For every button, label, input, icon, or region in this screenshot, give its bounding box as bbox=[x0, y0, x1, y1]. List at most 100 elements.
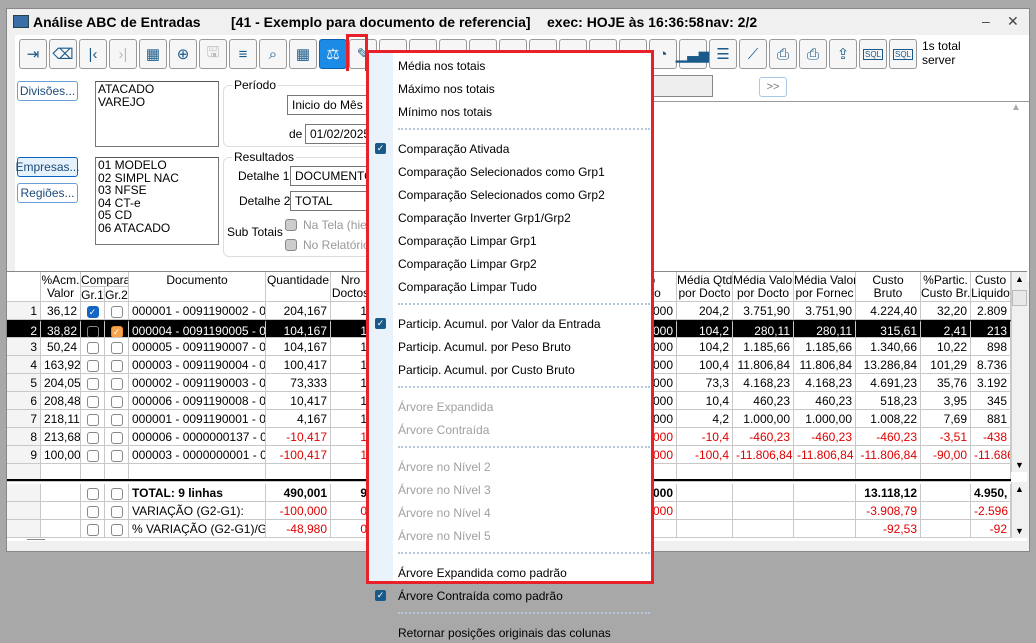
group1-checkbox[interactable] bbox=[86, 395, 99, 408]
menu-item[interactable]: Particip. Acumul. por Peso Bruto bbox=[398, 340, 571, 354]
calendar-button[interactable]: ▦ bbox=[289, 39, 317, 69]
group1-checkbox[interactable] bbox=[86, 341, 99, 354]
cell-g2[interactable] bbox=[105, 338, 129, 356]
list-item[interactable]: 02 SIMPL NAC bbox=[98, 170, 179, 185]
save-button[interactable]: 🖫 bbox=[199, 39, 227, 69]
column-header-media_qtd[interactable]: Média Qtd por Docto bbox=[677, 272, 733, 302]
list-item[interactable]: ATACADO bbox=[98, 82, 155, 96]
menu-item[interactable]: Comparação Selecionados como Grp1 bbox=[398, 165, 605, 179]
column-header-partic[interactable]: %Partic. Custo Br. bbox=[921, 272, 971, 302]
cell-g2[interactable] bbox=[105, 428, 129, 446]
de-date-input[interactable]: 01/02/2025 bbox=[305, 124, 377, 144]
menu-item[interactable]: Comparação Limpar Grp1 bbox=[398, 234, 537, 248]
cell-g2[interactable] bbox=[105, 446, 129, 464]
balance-button[interactable]: ⚖ bbox=[319, 39, 347, 69]
group1-checkbox[interactable] bbox=[86, 523, 99, 536]
scroll-down-icon[interactable]: ▼ bbox=[1015, 460, 1024, 470]
cell-g2[interactable] bbox=[105, 520, 129, 538]
menu-item[interactable]: Comparação Ativada bbox=[398, 142, 510, 156]
cell-g1[interactable] bbox=[81, 502, 105, 520]
cell-g1[interactable] bbox=[81, 520, 105, 538]
group1-checkbox[interactable] bbox=[86, 359, 99, 372]
menu-item[interactable]: Comparação Limpar Grp2 bbox=[398, 257, 537, 271]
cell-g1[interactable] bbox=[81, 446, 105, 464]
group1-checkbox[interactable] bbox=[86, 413, 99, 426]
list-item[interactable]: 03 NFSE bbox=[98, 183, 147, 197]
cell-g2[interactable] bbox=[105, 356, 129, 374]
cell-g1[interactable] bbox=[81, 374, 105, 392]
list-item[interactable]: 05 CD bbox=[98, 208, 133, 222]
group2-checkbox[interactable] bbox=[110, 523, 123, 536]
group1-checkbox[interactable] bbox=[86, 487, 99, 500]
column-header-comparar[interactable]: Comparar bbox=[81, 272, 129, 287]
cell-g2[interactable] bbox=[105, 392, 129, 410]
group2-checkbox[interactable] bbox=[110, 487, 123, 500]
group2-checkbox[interactable] bbox=[110, 413, 123, 426]
cell-g1[interactable] bbox=[81, 464, 105, 482]
cell-g2[interactable] bbox=[105, 502, 129, 520]
group2-checkbox[interactable] bbox=[110, 505, 123, 518]
menu-item[interactable]: Comparação Selecionados como Grp2 bbox=[398, 188, 605, 202]
menu-item[interactable]: Mínimo nos totais bbox=[398, 105, 493, 119]
cell-g2[interactable] bbox=[105, 374, 129, 392]
export-button[interactable]: ⇪ bbox=[829, 39, 857, 69]
scroll-down-icon[interactable]: ▼ bbox=[1015, 526, 1024, 536]
group2-checkbox[interactable] bbox=[110, 305, 123, 318]
cell-g2[interactable]: ✓ bbox=[105, 320, 129, 338]
cell-g1[interactable]: ✓ bbox=[81, 302, 105, 320]
group1-checkbox[interactable] bbox=[86, 505, 99, 518]
menu-item[interactable]: Média nos totais bbox=[398, 59, 486, 73]
last-button[interactable]: ›| bbox=[109, 39, 137, 69]
group1-checkbox[interactable] bbox=[86, 377, 99, 390]
print-button[interactable]: ⎙ bbox=[769, 39, 797, 69]
na-tela-checkbox[interactable] bbox=[285, 219, 297, 231]
detalhe1-select[interactable]: DOCUMENTO bbox=[290, 166, 376, 186]
exit-button[interactable]: ⇥ bbox=[19, 39, 47, 69]
cell-g1[interactable] bbox=[81, 484, 105, 502]
list-item[interactable]: 04 CT-e bbox=[98, 195, 141, 210]
regioes-button[interactable]: Regiões... bbox=[17, 183, 78, 203]
cell-g2[interactable] bbox=[105, 484, 129, 502]
eraser-button[interactable]: ⌫ bbox=[49, 39, 77, 69]
group2-checkbox[interactable] bbox=[110, 359, 123, 372]
cell-g1[interactable] bbox=[81, 410, 105, 428]
group2-checkbox[interactable] bbox=[110, 395, 123, 408]
column-header-acm[interactable]: %Acm. Valor bbox=[41, 272, 81, 302]
close-button[interactable]: ✕ bbox=[1007, 13, 1019, 29]
empresas-list[interactable]: 01 MODELO 02 SIMPL NAC 03 NFSE 04 CT-e 0… bbox=[95, 157, 219, 245]
menu-item[interactable]: Comparação Limpar Tudo bbox=[398, 280, 537, 294]
menu-item[interactable]: Particip. Acumul. por Valor da Entrada bbox=[398, 317, 601, 331]
scroll-thumb[interactable] bbox=[1012, 290, 1027, 306]
cell-g1[interactable] bbox=[81, 356, 105, 374]
column-header-media_fornec[interactable]: Média Valor por Fornec bbox=[794, 272, 856, 302]
cell-g2[interactable] bbox=[105, 410, 129, 428]
list-item[interactable]: 01 MODELO bbox=[98, 158, 167, 172]
column-header-custo_bruto[interactable]: Custo Bruto bbox=[856, 272, 921, 302]
cell-g1[interactable] bbox=[81, 392, 105, 410]
divisoes-list[interactable]: ATACADO VAREJO bbox=[95, 81, 219, 147]
add-button[interactable]: ⊕ bbox=[169, 39, 197, 69]
horizontal-bar-button[interactable]: ☰ bbox=[709, 39, 737, 69]
cell-g1[interactable] bbox=[81, 428, 105, 446]
group1-checkbox[interactable] bbox=[86, 449, 99, 462]
periodo-select[interactable]: Inicio do Mês at bbox=[287, 95, 377, 115]
menu-item[interactable]: Máximo nos totais bbox=[398, 82, 495, 96]
cell-g1[interactable] bbox=[81, 320, 105, 338]
group2-checkbox[interactable]: ✓ bbox=[110, 325, 123, 337]
group1-checkbox[interactable] bbox=[86, 431, 99, 444]
vertical-scrollbar[interactable]: ▲ ▼ bbox=[1011, 272, 1027, 472]
print-setup-button[interactable]: ⎙ bbox=[799, 39, 827, 69]
column-header-media_valor[interactable]: Média Valor por Docto bbox=[733, 272, 794, 302]
column-header-rownum[interactable] bbox=[7, 272, 41, 302]
group2-checkbox[interactable] bbox=[110, 449, 123, 462]
search-button[interactable]: ⌕ bbox=[259, 39, 287, 69]
column-header-gr1[interactable]: Gr.1 bbox=[81, 287, 105, 302]
menu-item[interactable]: Árvore Contraída como padrão bbox=[398, 589, 563, 603]
column-header-custo_liq[interactable]: Custo Liquido bbox=[971, 272, 1011, 302]
scroll-up-icon[interactable]: ▲ bbox=[1011, 102, 1021, 113]
first-button[interactable]: |‹ bbox=[79, 39, 107, 69]
scroll-up-icon[interactable]: ▲ bbox=[1015, 484, 1024, 494]
no-relatorio-checkbox[interactable] bbox=[285, 239, 297, 251]
group2-checkbox[interactable] bbox=[110, 377, 123, 390]
list-item[interactable]: VAREJO bbox=[98, 94, 146, 109]
